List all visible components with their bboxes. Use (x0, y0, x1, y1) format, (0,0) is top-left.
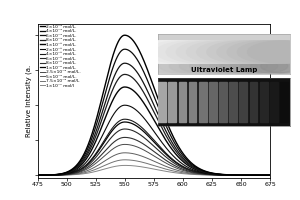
Circle shape (146, 41, 220, 63)
Bar (250, 82, 257, 122)
Bar (219, 82, 227, 122)
Circle shape (126, 41, 200, 63)
Circle shape (217, 41, 291, 63)
Circle shape (200, 59, 247, 73)
Bar (229, 82, 237, 122)
Circle shape (237, 41, 300, 63)
Circle shape (230, 59, 278, 73)
Bar (199, 82, 207, 122)
Text: Ultraviolet Lamp: Ultraviolet Lamp (191, 67, 258, 73)
Circle shape (240, 59, 288, 73)
Circle shape (207, 41, 281, 63)
Bar (168, 82, 176, 122)
Bar (280, 82, 288, 122)
Circle shape (227, 41, 300, 63)
Bar (209, 82, 217, 122)
Circle shape (248, 41, 300, 63)
Circle shape (156, 41, 230, 63)
Circle shape (176, 41, 250, 63)
Legend: 2×10⁻⁴ mol/L., 4×10⁻⁴ mol/L., 6×10⁻⁴ mol/L., 8×10⁻⁴ mol/L., 1×10⁻³ mol/L., 2×10⁻: 2×10⁻⁴ mol/L., 4×10⁻⁴ mol/L., 6×10⁻⁴ mol… (38, 23, 83, 90)
Circle shape (166, 41, 240, 63)
Bar (158, 82, 166, 122)
Circle shape (169, 59, 217, 73)
Bar (270, 82, 278, 122)
Y-axis label: Relative Intensity (a.: Relative Intensity (a. (26, 65, 32, 137)
Circle shape (220, 59, 268, 73)
Circle shape (149, 59, 196, 73)
Circle shape (210, 59, 257, 73)
Circle shape (261, 59, 300, 73)
Circle shape (179, 59, 227, 73)
Bar (178, 82, 186, 122)
Circle shape (136, 41, 210, 63)
Bar (189, 82, 196, 122)
Circle shape (190, 59, 237, 73)
Circle shape (139, 59, 186, 73)
Bar (239, 82, 247, 122)
Bar (260, 82, 268, 122)
Circle shape (159, 59, 207, 73)
Circle shape (250, 59, 298, 73)
Circle shape (187, 41, 260, 63)
Circle shape (197, 41, 271, 63)
